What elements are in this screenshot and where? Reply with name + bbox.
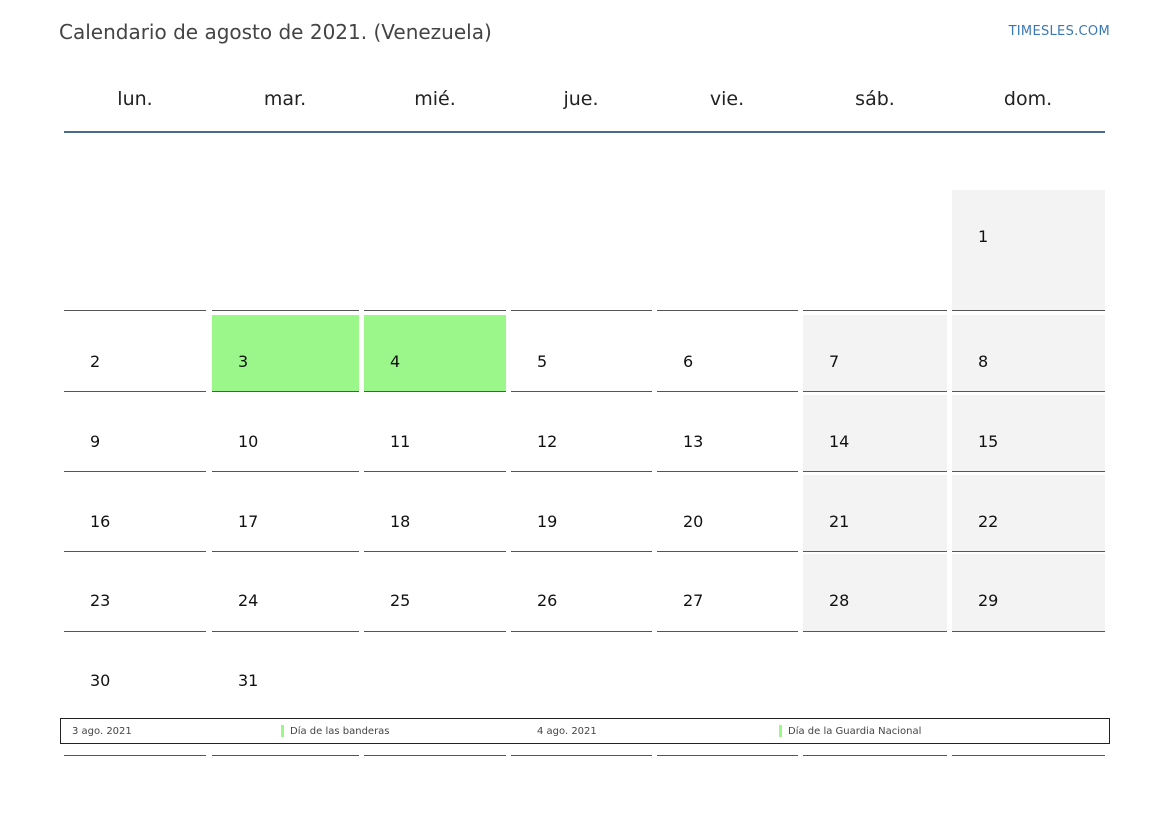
day-number: 31 <box>238 671 259 690</box>
day-cell[interactable]: 29 <box>952 554 1105 632</box>
day-cell[interactable]: 20 <box>657 475 798 552</box>
empty-day-cell <box>803 634 947 756</box>
day-number: 25 <box>390 591 411 610</box>
day-cell[interactable]: 26 <box>511 554 652 632</box>
day-cell[interactable]: 21 <box>803 475 947 552</box>
empty-day-cell <box>657 634 798 756</box>
empty-day-cell <box>212 190 359 311</box>
day-number: 4 <box>390 352 401 371</box>
empty-day-cell <box>952 634 1105 756</box>
day-number: 3 <box>238 352 249 371</box>
day-cell[interactable]: 8 <box>952 315 1105 392</box>
day-number: 18 <box>390 512 411 531</box>
day-number: 10 <box>238 432 259 451</box>
day-number: 7 <box>829 352 840 371</box>
day-cell[interactable]: 23 <box>64 554 206 632</box>
day-cell[interactable]: 9 <box>64 395 206 472</box>
day-number: 29 <box>978 591 999 610</box>
day-cell[interactable]: 15 <box>952 395 1105 472</box>
header-divider <box>64 131 1105 133</box>
day-cell[interactable]: 4 <box>364 315 506 392</box>
day-cell[interactable]: 3 <box>212 315 359 392</box>
day-number: 16 <box>90 512 111 531</box>
empty-day-cell <box>511 634 652 756</box>
day-number: 28 <box>829 591 850 610</box>
day-cell[interactable]: 10 <box>212 395 359 472</box>
day-cell[interactable]: 11 <box>364 395 506 472</box>
page-title: Calendario de agosto de 2021. (Venezuela… <box>59 20 492 44</box>
day-number: 22 <box>978 512 999 531</box>
day-cell[interactable]: 22 <box>952 475 1105 552</box>
empty-day-cell <box>364 190 506 311</box>
day-number: 12 <box>537 432 558 451</box>
holiday-color-marker <box>779 725 782 737</box>
day-cell[interactable]: 28 <box>803 554 947 632</box>
day-number: 14 <box>829 432 850 451</box>
day-number: 5 <box>537 352 548 371</box>
empty-day-cell <box>64 190 206 311</box>
day-number: 13 <box>683 432 704 451</box>
day-cell[interactable]: 2 <box>64 315 206 392</box>
day-cell[interactable]: 16 <box>64 475 206 552</box>
site-link[interactable]: TIMESLES.COM <box>1008 24 1110 39</box>
day-number: 20 <box>683 512 704 531</box>
empty-day-cell <box>657 190 798 311</box>
holiday-color-marker <box>281 725 284 737</box>
day-cell[interactable]: 7 <box>803 315 947 392</box>
day-cell[interactable]: 5 <box>511 315 652 392</box>
day-number: 1 <box>978 227 989 246</box>
holiday-legend: 3 ago. 2021 Día de las banderas 4 ago. 2… <box>60 718 1110 744</box>
weekday-header: mié. <box>414 88 456 110</box>
day-cell[interactable]: 13 <box>657 395 798 472</box>
day-cell[interactable]: 31 <box>212 634 359 756</box>
day-cell[interactable]: 24 <box>212 554 359 632</box>
weekday-header: dom. <box>1003 88 1053 110</box>
day-number: 15 <box>978 432 999 451</box>
weekday-header: sáb. <box>855 88 895 110</box>
weekday-header: mar. <box>263 88 307 110</box>
day-cell[interactable]: 27 <box>657 554 798 632</box>
day-number: 17 <box>238 512 259 531</box>
day-number: 21 <box>829 512 850 531</box>
day-number: 2 <box>90 352 101 371</box>
empty-day-cell <box>803 190 947 311</box>
day-number: 27 <box>683 591 704 610</box>
weekday-header: vie. <box>709 88 745 110</box>
day-cell[interactable]: 25 <box>364 554 506 632</box>
weekday-header-row: lun. mar. mié. jue. vie. sáb. dom. <box>64 80 1105 133</box>
day-number: 24 <box>238 591 259 610</box>
empty-day-cell <box>511 190 652 311</box>
day-cell[interactable]: 14 <box>803 395 947 472</box>
weekday-header: jue. <box>563 88 599 110</box>
legend-date: 3 ago. 2021 <box>72 726 132 737</box>
day-number: 26 <box>537 591 558 610</box>
legend-date: 4 ago. 2021 <box>537 726 597 737</box>
day-cell[interactable]: 30 <box>64 634 206 756</box>
day-number: 8 <box>978 352 989 371</box>
day-cell[interactable]: 18 <box>364 475 506 552</box>
day-cell[interactable]: 17 <box>212 475 359 552</box>
day-number: 19 <box>537 512 558 531</box>
legend-holiday-name: Día de las banderas <box>290 726 390 737</box>
weekday-header: lun. <box>117 88 153 110</box>
day-number: 6 <box>683 352 694 371</box>
legend-holiday-name: Día de la Guardia Nacional <box>788 726 922 737</box>
day-cell[interactable]: 6 <box>657 315 798 392</box>
empty-day-cell <box>364 634 506 756</box>
day-number: 9 <box>90 432 101 451</box>
day-number: 30 <box>90 671 111 690</box>
day-number: 23 <box>90 591 111 610</box>
day-number: 11 <box>390 432 411 451</box>
day-cell[interactable]: 12 <box>511 395 652 472</box>
day-cell[interactable]: 1 <box>952 190 1105 311</box>
day-cell[interactable]: 19 <box>511 475 652 552</box>
